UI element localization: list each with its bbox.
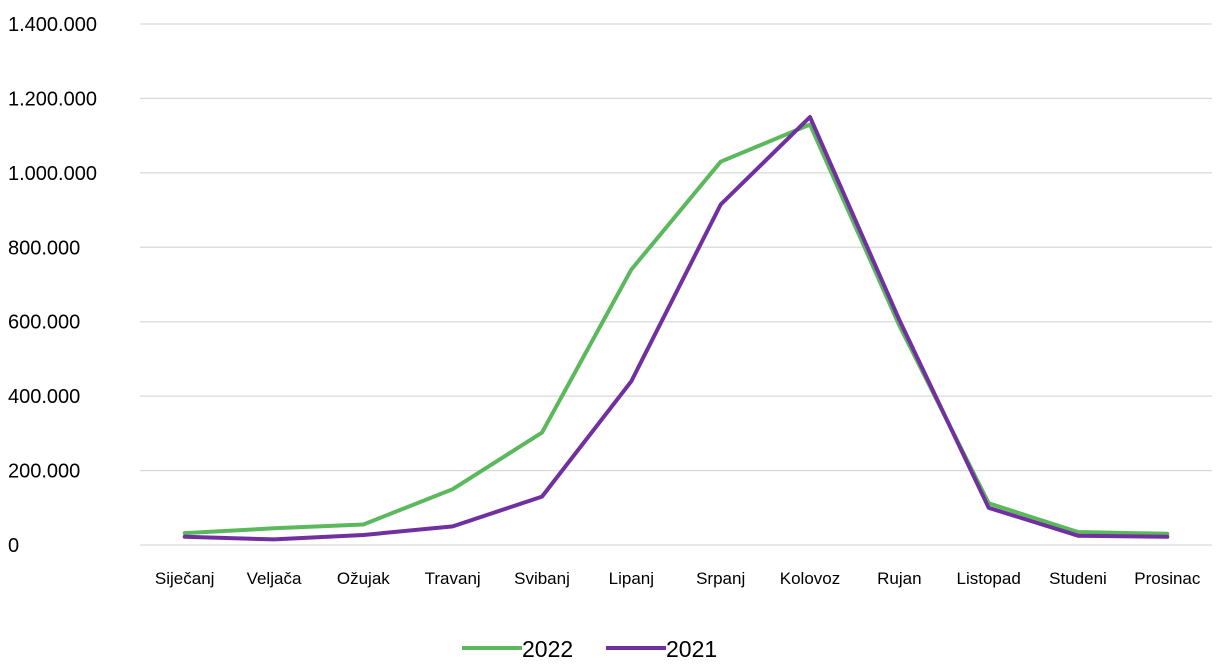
legend-label: 2021: [666, 636, 717, 662]
series-lines: [182, 115, 1170, 542]
y-tick-label: 1.200.000: [8, 88, 97, 110]
y-tick-label: 200.000: [8, 461, 80, 483]
x-tick-label: Svibanj: [514, 569, 570, 588]
x-tick-label: Srpanj: [696, 569, 745, 588]
y-tick-label: 1.400.000: [8, 14, 97, 36]
series-line-2021: [182, 115, 1170, 542]
x-tick-label: Listopad: [957, 569, 1021, 588]
y-axis-tick-labels: 0 200.000 400.000 600.000 800.000 1.000.000 1.…: [8, 14, 97, 557]
y-tick-label: 800.000: [8, 237, 80, 259]
x-axis-tick-labels: Siječanj Veljača Ožujak Travanj Svibanj Lipan…: [155, 569, 1201, 588]
x-tick-label: Studeni: [1049, 569, 1107, 588]
legend-item-2022: 2022: [462, 636, 573, 662]
gridlines: [140, 23, 1212, 546]
x-tick-label: Veljača: [247, 569, 302, 588]
x-tick-label: Siječanj: [155, 569, 215, 588]
y-tick-label: 0: [8, 535, 19, 557]
x-tick-label: Lipanj: [609, 569, 654, 588]
x-tick-label: Prosinac: [1134, 569, 1201, 588]
x-tick-label: Ožujak: [337, 569, 390, 588]
x-tick-label: Travanj: [425, 569, 481, 588]
y-tick-label: 1.000.000: [8, 163, 97, 185]
series-line-2022: [182, 122, 1170, 536]
x-tick-label: Kolovoz: [780, 569, 840, 588]
legend: 2022 2021: [462, 636, 717, 662]
x-tick-label: Rujan: [877, 569, 921, 588]
y-tick-label: 600.000: [8, 312, 80, 334]
legend-label: 2022: [522, 636, 573, 662]
legend-item-2021: 2021: [606, 636, 717, 662]
y-tick-label: 400.000: [8, 386, 80, 408]
